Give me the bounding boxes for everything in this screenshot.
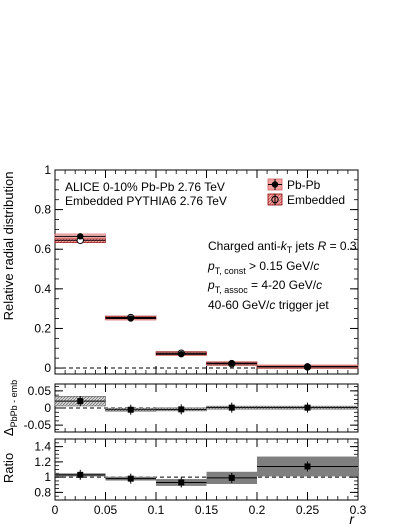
info-line-1-sub: T [287,245,293,255]
ratio-panel: 1.41.210.80 0.05 0.1 0.15 0.2 0.25 0.3 [34,438,367,517]
pbpb-point [77,233,84,240]
ratio-ytick-label: 1 [44,470,51,484]
info-line-4-pre: 40-60 GeV/ [208,298,270,312]
info-line-4-post: trigger jet [275,298,329,312]
pbpb-point [304,363,311,370]
difference-point [77,398,84,405]
diff-ylabel-main: Δ [1,427,16,436]
ratio-point [77,471,84,478]
header-line-1: ALICE 0-10% Pb-Pb 2.76 TeV [65,180,225,194]
difference-point [304,404,311,411]
main-ytick-label: 0.6 [34,242,51,256]
info-line-1-pre: Charged anti- [208,239,281,253]
info-line-3: pT, assoc = 4-20 GeV/c [207,278,322,295]
pbpb-point [178,350,185,358]
legend-embedded-marker [267,193,283,206]
main-ytick-label: 0 [44,361,51,375]
x-tick-label: 0.15 [195,503,219,517]
difference-ytick-label: 0.05 [28,384,52,398]
info-line-2-c: c [313,259,319,273]
x-tick-label: 0.3 [350,503,367,517]
info-line-2-sub: T, const [215,266,247,276]
x-tick-label: 0.1 [148,503,165,517]
difference-ytick-label: -0.05 [24,418,52,432]
x-tick-label: 0.05 [94,503,118,517]
info-line-4-c: c [269,298,275,312]
info-line-3-sub: T, assoc [215,285,249,295]
info-line-1-mid: jets [292,239,317,253]
ratio-point [304,463,311,470]
ratio-ytick-label: 1.4 [34,440,51,454]
difference-panel: 0.05 0 -0.05 [24,383,359,433]
main-panel: 0 0.2 0.4 0.6 0.8 1 [34,163,359,375]
ratio-ytick-label: 0.8 [34,485,51,499]
main-ytick-label: 0.4 [34,282,51,296]
diff-ylabel-sub: PbPb - emb [9,380,19,428]
ratio-point [127,475,134,482]
main-ytick-label: 0.8 [34,203,51,217]
info-line-3-p: p [207,278,215,292]
info-line-3-post: = 4-20 GeV/ [248,278,317,292]
x-tick-label: 0.2 [249,503,266,517]
info-line-1-r: R [318,239,327,253]
difference-point [178,406,185,413]
info-line-2: pT, const > 0.15 GeV/c [207,259,319,276]
header-line-2: Embedded PYTHIA6 2.76 TeV [65,194,227,208]
main-ytick-label: 0.2 [34,321,51,335]
info-line-1-post: = 0.3 [326,239,357,253]
x-axis-label: r [349,511,355,527]
main-ytick-label: 1 [44,163,51,177]
legend-embedded-label: Embedded [287,193,345,207]
ratio-ylabel: Ratio [1,453,16,483]
legend-pbpb-marker [267,178,283,191]
x-tick-label: 0 [52,503,59,517]
legend-pbpb-label: Pb-Pb [287,178,321,192]
main-ylabel: Relative radial distribution [1,172,16,321]
difference-ytick-label: 0 [44,401,51,415]
info-line-2-post: > 0.15 GeV/ [246,259,314,273]
info-line-1: Charged anti-kT jets R = 0.3 [208,239,357,255]
info-line-2-p: p [207,259,215,273]
ratio-ytick-label: 1.2 [34,455,51,469]
info-block: Charged anti-kT jets R = 0.3 pT, const >… [207,239,357,312]
legend: Pb-Pb Embedded [267,178,345,207]
x-tick-label: 0.25 [296,503,320,517]
info-line-1-k: k [281,239,288,253]
ratio-point [178,479,185,486]
ratio-point [228,474,235,481]
diff-ylabel: ΔPbPb - emb [1,380,19,436]
difference-point [228,404,235,411]
info-line-3-c: c [316,278,322,292]
pbpb-point [228,359,235,367]
info-line-4: 40-60 GeV/c trigger jet [208,298,329,312]
pbpb-point [127,315,134,322]
difference-point [127,406,134,413]
